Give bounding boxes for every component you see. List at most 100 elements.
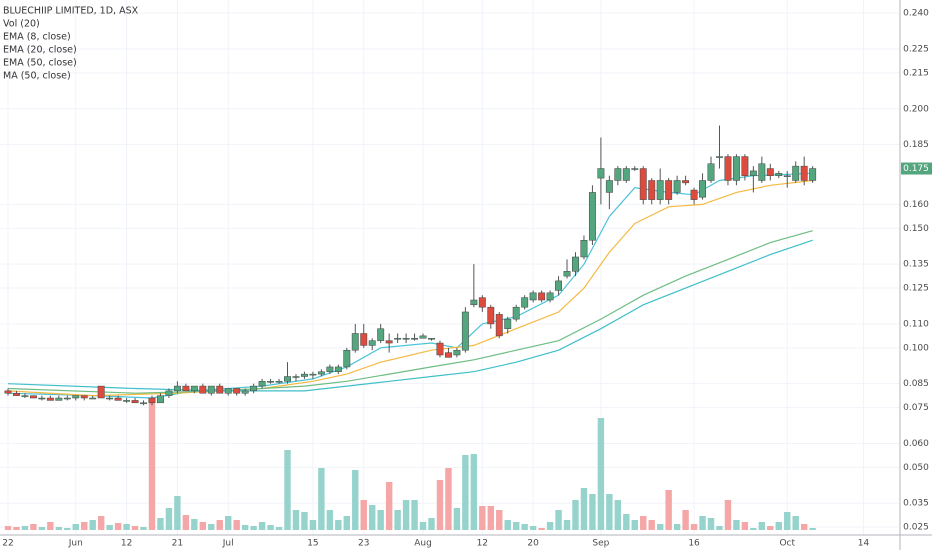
- volume-bar: [445, 468, 452, 530]
- volume-bar: [343, 516, 350, 530]
- candle-body: [241, 390, 249, 394]
- candle-body: [461, 311, 469, 351]
- candle-body: [148, 397, 156, 404]
- candle-body: [809, 168, 817, 181]
- x-tick-label: 22: [2, 539, 13, 549]
- volume-bar: [335, 520, 342, 530]
- candle-body: [614, 168, 622, 181]
- candle-body: [682, 180, 690, 184]
- volume-bar: [470, 454, 478, 530]
- candle-body: [656, 180, 664, 200]
- volume-bar: [97, 516, 105, 530]
- volume-bar: [750, 528, 757, 530]
- volume-bar: [487, 506, 494, 530]
- candle-body: [301, 373, 308, 377]
- volume-bar: [208, 524, 215, 530]
- volume-bar: [64, 528, 71, 530]
- candle-body: [419, 335, 427, 339]
- candle-body: [453, 349, 461, 356]
- candle-body: [724, 156, 732, 181]
- volume-bar: [225, 516, 232, 530]
- volume-bar: [318, 468, 325, 530]
- volume-bar: [640, 516, 647, 530]
- candle-body: [199, 385, 207, 394]
- volume-bar: [436, 480, 444, 530]
- y-tick-label: 0.060: [903, 439, 929, 449]
- candle-body: [495, 314, 503, 337]
- candle-body: [665, 180, 673, 200]
- y-tick-label: 0.185: [903, 140, 929, 150]
- volume-bar: [123, 524, 130, 530]
- volume-bar: [521, 524, 528, 530]
- volume-bar: [419, 522, 427, 530]
- x-tick-label: 12: [477, 539, 488, 549]
- volume-bar: [301, 512, 308, 530]
- volume-bar: [216, 520, 223, 530]
- volume-bar: [716, 526, 723, 530]
- candle-body: [792, 165, 800, 181]
- candle-body: [512, 306, 520, 320]
- volume-bar: [326, 510, 334, 530]
- y-tick-label: 0.215: [903, 68, 929, 78]
- volume-bar: [800, 524, 808, 530]
- x-tick-label: 20: [527, 539, 539, 549]
- volume-bar: [72, 524, 79, 530]
- candle-body: [224, 388, 232, 394]
- volume-bar: [699, 516, 706, 530]
- volume-bar: [377, 510, 384, 530]
- candle-body: [631, 168, 639, 170]
- volume-bar: [673, 524, 681, 530]
- candle-body: [783, 175, 791, 177]
- volume-bar: [589, 494, 596, 530]
- legend-entry: Vol (20): [3, 19, 40, 30]
- x-tick-label: 21: [172, 539, 183, 549]
- volume-bar: [250, 526, 257, 530]
- candle-layer: [4, 125, 817, 406]
- candle-body: [38, 397, 46, 400]
- volume-bar: [724, 500, 732, 530]
- volume-bar: [775, 522, 782, 530]
- candle-body: [63, 397, 71, 400]
- volume-bar: [648, 520, 655, 530]
- volume-bar: [284, 450, 291, 530]
- candle-body: [402, 338, 410, 340]
- axes: 0.240 0.225 0.215 0.200 0.185 0.160 0.150 0.135…: [2, 9, 932, 549]
- indicator-line: [7, 239, 813, 392]
- volume-bar: [157, 518, 164, 530]
- volume-bar: [38, 527, 46, 530]
- volume-bar: [707, 518, 715, 530]
- x-tick-label: 16: [688, 539, 700, 549]
- candle-body: [622, 168, 630, 181]
- legend: BLUECHIIP LIMITED, 1D, ASX Vol (20) EMA …: [3, 6, 139, 82]
- price-axis-bg: [900, 0, 932, 550]
- candle-body: [292, 376, 300, 378]
- candle-body: [334, 366, 342, 372]
- candle-body: [123, 400, 131, 402]
- candle-body: [605, 180, 613, 193]
- candle-body: [546, 292, 554, 301]
- volume-bar: [131, 526, 139, 530]
- candle-body: [182, 385, 190, 392]
- candle-body: [29, 395, 37, 399]
- volume-bar: [529, 526, 537, 530]
- candle-body: [80, 395, 88, 399]
- grid: [0, 0, 900, 535]
- y-tick-label: 0.075: [903, 403, 929, 413]
- volume-bar: [792, 516, 799, 530]
- candle-body: [275, 381, 283, 383]
- last-price-tag: [901, 162, 932, 175]
- y-tick-label: 0.100: [903, 343, 929, 353]
- volume-bar: [352, 470, 359, 530]
- candle-body: [106, 397, 114, 400]
- volume-bar: [267, 525, 274, 530]
- volume-bar: [496, 510, 503, 530]
- candle-body: [351, 333, 359, 351]
- volume-bar: [199, 522, 207, 530]
- candle-body: [529, 292, 537, 301]
- volume-bar: [631, 520, 638, 530]
- candle-body: [4, 390, 12, 394]
- candle-body: [377, 328, 385, 341]
- candle-body: [258, 381, 266, 387]
- candle-body: [580, 239, 588, 258]
- volume-bar: [233, 520, 240, 530]
